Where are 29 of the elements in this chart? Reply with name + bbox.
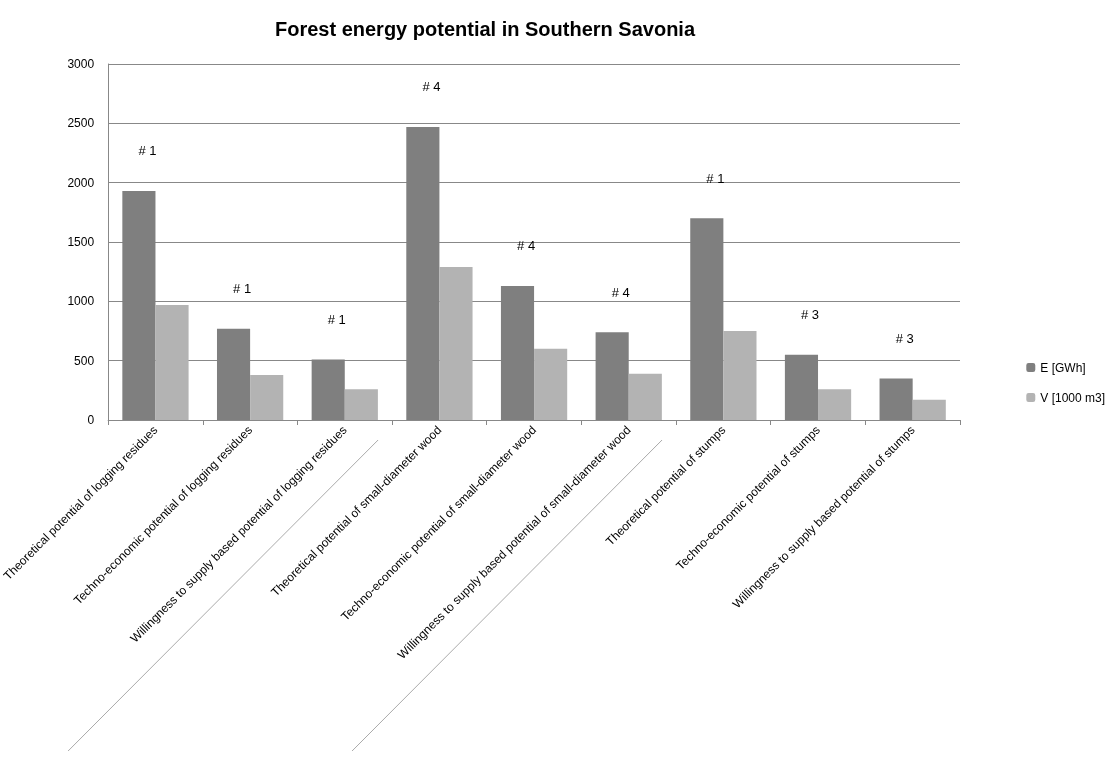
y-tick-label: 0 — [87, 413, 95, 427]
annotation: # 3 — [895, 330, 914, 346]
y-tick-label: 1000 — [67, 294, 95, 309]
bar — [723, 331, 757, 420]
bar — [344, 389, 378, 420]
annotation: # 3 — [800, 307, 820, 323]
annotation: # 1 — [327, 311, 346, 327]
legend-label: E [GWh] — [1040, 360, 1086, 375]
bar — [250, 374, 284, 420]
bar — [879, 378, 913, 420]
legend-label: V [1000 m3] — [1040, 390, 1106, 405]
y-tick-label: 2000 — [67, 175, 95, 190]
annotation: # 1 — [233, 281, 252, 297]
bar — [439, 266, 473, 420]
bar — [912, 399, 946, 420]
bar — [155, 304, 189, 420]
y-tick-label: 1500 — [67, 235, 95, 249]
annotation: # 1 — [706, 170, 725, 186]
annotation: # 1 — [138, 143, 157, 159]
annotation: # 4 — [517, 238, 536, 254]
annotation: # 4 — [611, 284, 630, 300]
bar — [534, 348, 568, 420]
bar — [628, 373, 662, 420]
y-tick-label: 3000 — [67, 57, 95, 71]
y-tick-label: 500 — [74, 353, 95, 368]
chart-title: Forest energy potential in Southern Savonia — [274, 18, 696, 40]
bar — [818, 389, 852, 420]
annotation: # 4 — [422, 79, 441, 95]
y-tick-label: 2500 — [67, 116, 95, 131]
